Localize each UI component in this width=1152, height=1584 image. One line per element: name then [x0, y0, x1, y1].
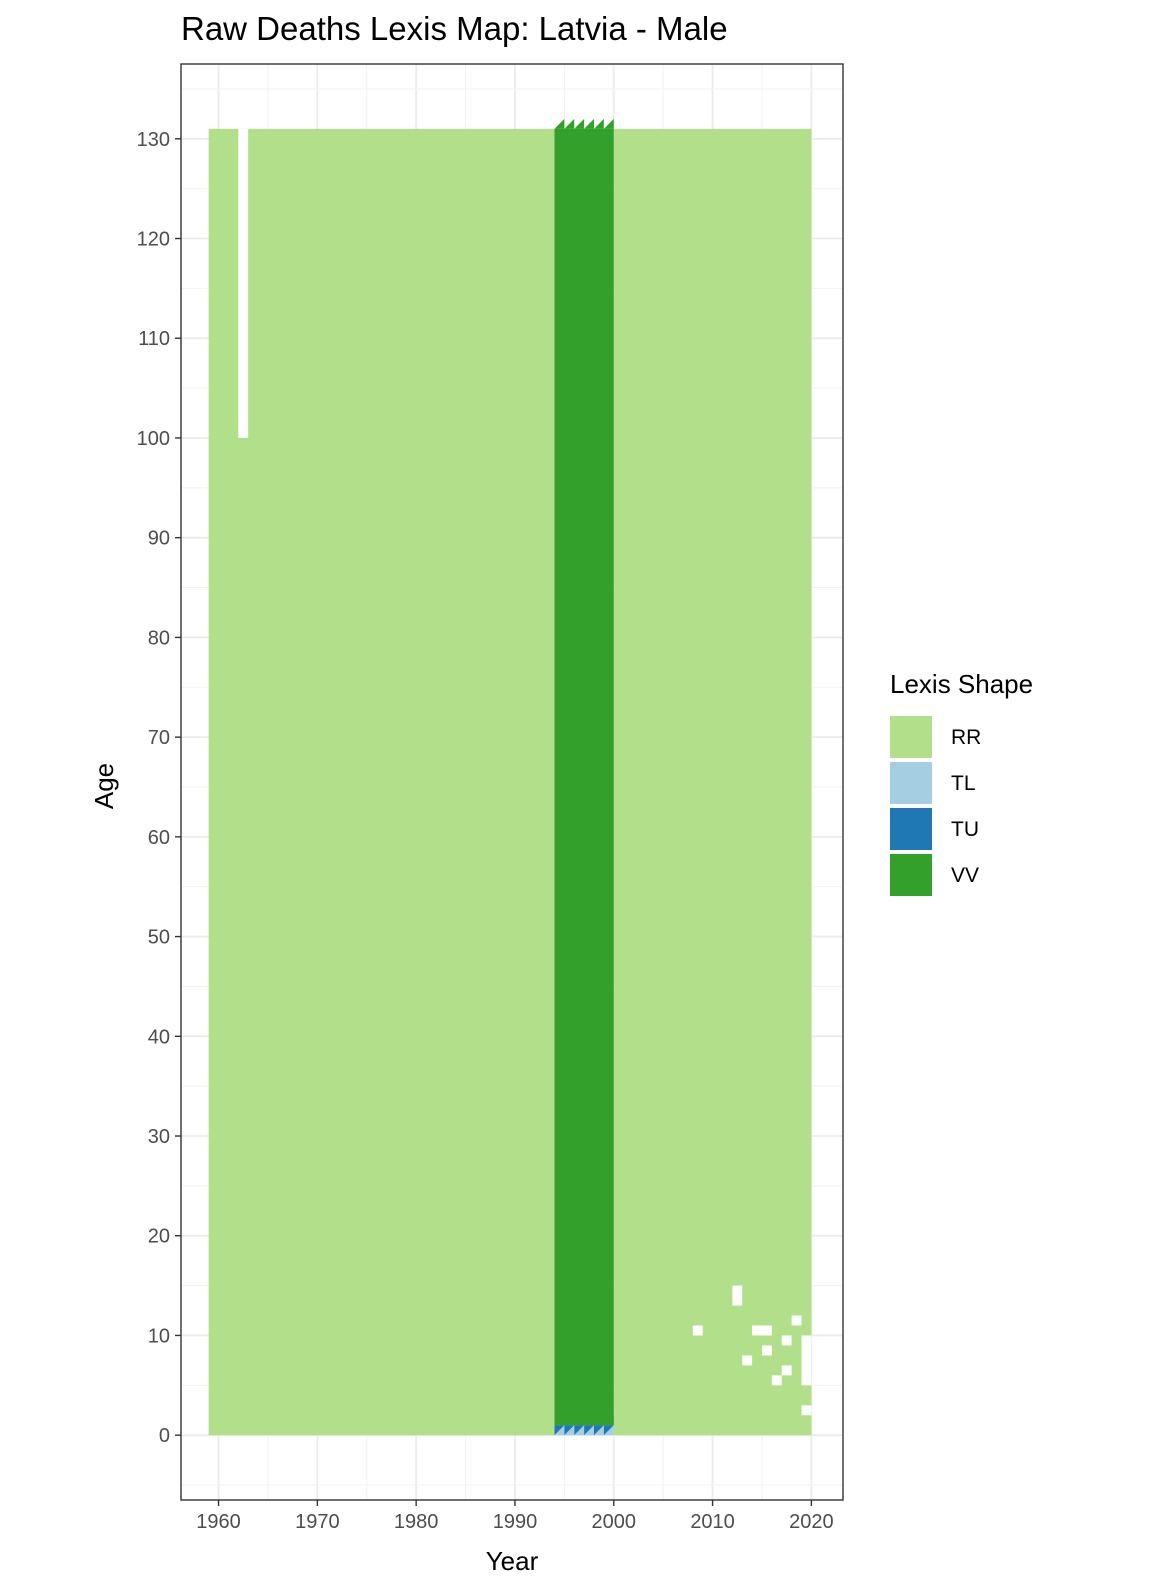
- cell-tl: [594, 1425, 604, 1436]
- missing-cell: [771, 1375, 782, 1386]
- x-tick-label: 1970: [295, 1511, 340, 1533]
- chart-title: Raw Deaths Lexis Map: Latvia - Male: [181, 10, 728, 47]
- y-tick-label: 110: [138, 328, 170, 350]
- x-tick-label: 1980: [394, 1511, 439, 1533]
- cell-vv-edge: [584, 1415, 595, 1426]
- missing-cell: [791, 1315, 802, 1326]
- x-axis: 1960 1970 1980 1990 2000 2010 2020: [196, 1500, 834, 1533]
- legend-key-tu: [890, 808, 932, 850]
- y-tick-label: 90: [148, 528, 170, 550]
- cell-vv: [554, 128, 614, 1426]
- x-tick-label: 2000: [592, 1511, 637, 1533]
- y-tick-label: 20: [148, 1226, 170, 1248]
- y-tick-label: 100: [137, 428, 170, 450]
- missing-cell: [732, 1285, 743, 1306]
- missing-cell: [761, 1325, 772, 1336]
- cell-vv-edge: [564, 1415, 575, 1426]
- x-tick-label: 2020: [789, 1511, 834, 1533]
- legend-items: RR TL TU VV: [890, 716, 981, 896]
- missing-cell: [742, 1355, 753, 1366]
- y-tick-label: 130: [137, 129, 170, 151]
- y-tick-label: 30: [148, 1126, 170, 1148]
- missing-cells: [238, 128, 812, 1416]
- panel-border-rect: [180, 63, 844, 1501]
- y-tick-label: 10: [148, 1325, 170, 1347]
- cell-tu: [574, 1425, 585, 1436]
- missing-cell: [238, 128, 249, 438]
- y-tick-label: 80: [148, 627, 170, 649]
- cell-vv-edge: [603, 118, 614, 129]
- cell-vv-edge: [594, 1415, 604, 1426]
- legend-label-rr: RR: [951, 726, 981, 749]
- missing-cell: [801, 1335, 812, 1386]
- missing-cell: [781, 1335, 792, 1346]
- cell-vv-edge: [603, 1415, 614, 1426]
- cell-vv-edge: [564, 118, 575, 129]
- x-axis-title: Year: [486, 1546, 539, 1576]
- cell-vv-edge: [594, 118, 604, 129]
- cell-tl: [564, 1425, 575, 1436]
- cell-vv-edge: [554, 118, 565, 129]
- y-tick-label: 70: [148, 727, 170, 749]
- cell-tu: [594, 1425, 604, 1436]
- missing-cell: [692, 1325, 703, 1336]
- cell-tu: [584, 1425, 595, 1436]
- y-tick-label: 40: [148, 1026, 170, 1048]
- cell-rr: [208, 128, 555, 1436]
- legend-title: Lexis Shape: [890, 669, 1033, 699]
- cell-tu: [564, 1425, 575, 1436]
- missing-cell: [781, 1365, 792, 1376]
- cell-vv-edge: [574, 1415, 585, 1426]
- y-axis-title: Age: [89, 763, 119, 809]
- lexis-cells: [208, 118, 812, 1436]
- missing-cell: [761, 1345, 772, 1356]
- missing-cell: [752, 1325, 762, 1336]
- cell-vv-edge: [554, 1415, 565, 1426]
- missing-cell: [801, 1405, 812, 1416]
- legend-label-vv: VV: [951, 864, 979, 887]
- y-tick-label: 120: [137, 229, 170, 251]
- y-tick-label: 50: [148, 927, 170, 949]
- legend-key-rr: [890, 716, 932, 758]
- legend-key-vv: [890, 854, 932, 896]
- x-tick-label: 1990: [493, 1511, 538, 1533]
- y-tick-label: 0: [159, 1425, 170, 1447]
- x-tick-label: 2010: [690, 1511, 735, 1533]
- cell-tu: [554, 1425, 565, 1436]
- cell-rr: [613, 128, 812, 1436]
- y-tick-label: 60: [148, 827, 170, 849]
- cell-tu: [603, 1425, 614, 1436]
- cell-vv-edge: [574, 118, 585, 129]
- cell-vv-edge: [584, 118, 595, 129]
- x-tick-label: 1960: [196, 1511, 241, 1533]
- plot-panel-border: [180, 63, 844, 1501]
- y-axis: 0 10 20 30 40 50 60 70 80 90 100 110 120 130: [137, 129, 181, 1447]
- legend-key-tl: [890, 762, 932, 804]
- legend-label-tl: TL: [951, 772, 976, 795]
- legend: Lexis Shape RR TL TU VV: [890, 669, 1033, 896]
- legend-label-tu: TU: [951, 818, 979, 841]
